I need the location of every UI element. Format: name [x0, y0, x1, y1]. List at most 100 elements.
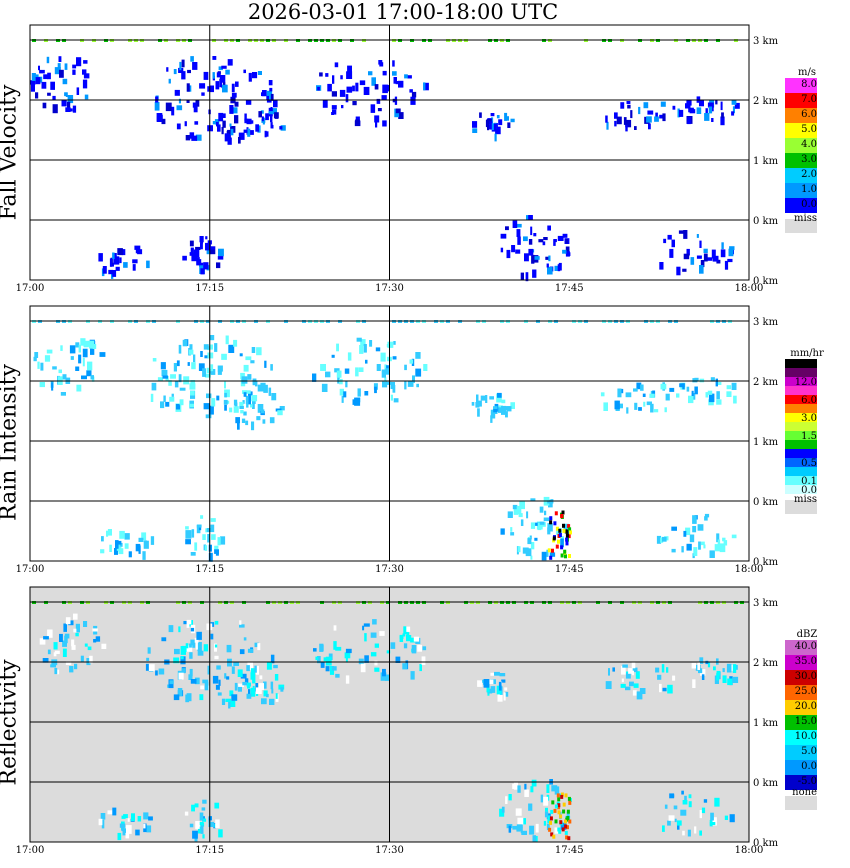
echo-cell	[114, 253, 117, 259]
echo-cell	[507, 116, 509, 121]
echo-cell	[195, 642, 198, 650]
echo-core-cell	[549, 520, 553, 525]
echo-cell	[530, 226, 533, 236]
echo-cell	[618, 403, 623, 409]
echo-cell	[547, 266, 553, 275]
echo-field	[30, 56, 740, 282]
echo-cell	[407, 75, 412, 79]
echo-cell	[95, 636, 101, 642]
echo-cell	[548, 255, 551, 262]
echo-cell	[264, 130, 267, 138]
echo-cell	[214, 119, 220, 125]
echo-cell	[189, 668, 193, 677]
echo-cell	[659, 262, 664, 270]
echo-core-cell	[555, 544, 559, 549]
echo-cell	[711, 249, 716, 259]
echo-cell	[656, 535, 662, 544]
echo-cell	[727, 258, 733, 263]
echo-cell	[226, 676, 230, 680]
echo-cell	[558, 262, 562, 271]
echo-core-cell	[562, 809, 566, 814]
grid: 3 km 2 km 1 km 0 km 0 km	[30, 306, 779, 568]
echo-cell	[231, 92, 237, 98]
echo-cell	[221, 698, 226, 705]
echo-cell	[701, 807, 706, 814]
echo-cell	[243, 364, 249, 372]
echo-cell	[553, 239, 556, 246]
echo-cell	[362, 625, 365, 631]
echo-cell	[505, 226, 509, 231]
echo-cell	[678, 230, 684, 234]
echo-cell	[493, 409, 498, 413]
echo-cell	[546, 263, 549, 268]
echo-cell	[78, 344, 81, 353]
echo-cell	[370, 104, 376, 113]
echo-cell	[127, 818, 130, 822]
echo-cell	[669, 248, 674, 258]
echo-cell	[661, 664, 665, 673]
echo-cell	[495, 123, 498, 129]
echo-cell	[137, 816, 142, 822]
echo-cell	[698, 668, 703, 674]
echo-cell	[242, 681, 247, 686]
echo-cell	[100, 813, 106, 820]
echo-cell	[410, 671, 415, 680]
echo-cell	[86, 370, 92, 377]
legend-missing-swatch	[785, 796, 817, 810]
echo-cell	[208, 544, 212, 552]
echo-cell	[226, 130, 232, 136]
echo-cell	[204, 545, 208, 551]
echo-cell	[393, 77, 397, 84]
plot-frame	[29, 586, 750, 843]
echo-cell	[376, 364, 381, 371]
echo-cell	[195, 246, 201, 250]
echo-cell	[659, 683, 662, 693]
echo-cell	[196, 524, 202, 528]
echo-cell	[422, 646, 427, 651]
echo-cell	[671, 548, 676, 553]
echo-cell	[722, 675, 727, 683]
echo-cell	[65, 617, 71, 625]
echo-cell	[198, 363, 205, 371]
legend-swatch	[785, 108, 817, 123]
echo-cell	[544, 811, 549, 818]
echo-cell	[355, 82, 359, 92]
echo-core-cell	[564, 554, 567, 559]
echo-core-cell	[569, 530, 572, 535]
echo-cell	[496, 115, 500, 119]
echo-cell	[685, 527, 691, 536]
height-label: 2 km	[753, 96, 779, 107]
echo-cell	[705, 108, 708, 114]
echo-core-cell	[559, 814, 563, 819]
echo-cell	[622, 664, 628, 668]
echo-cell	[491, 123, 497, 132]
echo-cell	[191, 804, 195, 812]
echo-cell	[192, 830, 198, 839]
echo-cell	[210, 524, 215, 533]
echo-cell	[87, 646, 92, 651]
echo-cell	[476, 394, 479, 403]
echo-cell	[423, 364, 428, 371]
echo-cell	[197, 650, 204, 656]
echo-cell	[528, 215, 533, 221]
legend-swatch	[785, 431, 817, 440]
echo-cell	[360, 663, 366, 673]
x-tick-label: 17:00	[16, 845, 45, 856]
echo-core-cell	[549, 816, 553, 821]
echo-cell	[339, 89, 346, 97]
echo-cell	[531, 254, 535, 264]
echo-cell	[668, 815, 675, 821]
echo-cell	[259, 675, 263, 680]
legend-label: 1.5	[801, 431, 817, 442]
echo-cell	[517, 785, 521, 793]
echo-cell	[687, 117, 691, 125]
echo-cell	[375, 119, 378, 128]
echo-cell	[62, 374, 67, 380]
echo-cell	[392, 60, 395, 67]
echo-cell	[715, 99, 718, 105]
echo-cell	[197, 826, 203, 834]
echo-cell	[537, 522, 542, 531]
echo-cell	[532, 269, 537, 278]
echo-cell	[501, 399, 506, 404]
echo-cell	[683, 530, 687, 537]
